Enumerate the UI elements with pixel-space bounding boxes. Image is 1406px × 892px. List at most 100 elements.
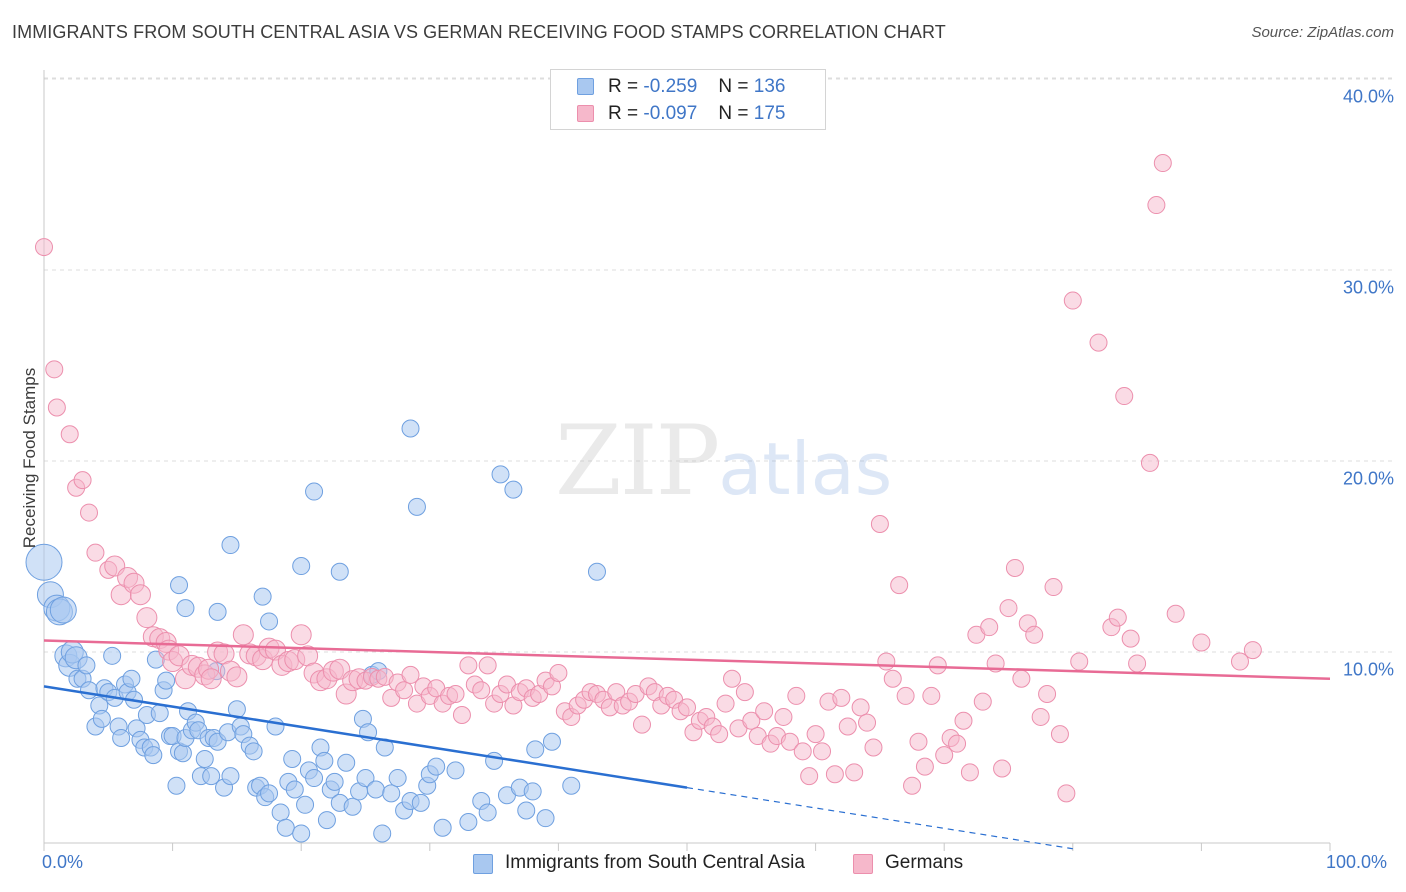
data-point-germans [800,767,819,786]
data-point-germans [787,686,806,705]
legend-label-south-central-asia: Immigrants from South Central Asia [505,852,805,873]
data-point-south-central-asia [80,681,99,700]
watermark-zip: ZIP [555,405,720,517]
data-point-germans [1038,685,1057,704]
data-point-germans [1128,654,1147,673]
data-point-germans [200,668,222,690]
data-point-germans [742,711,761,730]
data-point-south-central-asia [315,751,334,770]
data-point-germans [858,713,877,732]
trend-line-extension-south-central-asia [686,787,1073,850]
data-point-south-central-asia [366,780,385,799]
data-point-south-central-asia [167,776,186,795]
data-point-germans [883,669,902,688]
data-point-germans [1166,604,1185,623]
data-point-germans [870,515,889,534]
data-point-south-central-asia [459,812,478,831]
data-point-south-central-asia [176,599,195,618]
data-point-germans [838,717,857,736]
data-point-south-central-asia [478,803,497,822]
data-point-germans [806,725,825,744]
data-point-south-central-asia [49,596,77,624]
legend-n-label: N = [718,76,749,97]
data-point-germans [136,607,158,629]
data-point-germans [452,706,471,725]
data-point-germans [129,584,151,606]
data-point-germans [1140,453,1159,472]
data-point-south-central-asia [305,769,324,788]
data-point-germans [780,732,799,751]
data-point-south-central-asia [173,744,192,763]
data-point-germans [928,656,947,675]
data-point-germans [459,656,478,675]
series-germans [35,154,1262,803]
data-point-germans [851,698,870,717]
data-point-south-central-asia [103,646,122,665]
data-point-germans [896,686,915,705]
chart-source: Source: ZipAtlas.com [1251,24,1394,41]
data-point-germans [1012,669,1031,688]
data-point-germans [226,666,248,688]
data-point-south-central-asia [485,751,504,770]
series-south-central-asia [25,419,606,843]
data-point-south-central-asia [587,562,606,581]
y-tick-label-40: 40.0% [1342,86,1394,107]
data-point-south-central-asia [244,742,263,761]
data-point-germans [632,715,651,734]
data-point-south-central-asia [536,809,555,828]
data-point-south-central-asia [305,482,324,501]
data-point-south-central-asia [427,757,446,776]
legend-r-label: R = [608,76,639,97]
data-point-south-central-asia [523,782,542,801]
data-point-germans [903,776,922,795]
data-point-south-central-asia [253,587,272,606]
data-point-south-central-asia [122,669,141,688]
data-point-south-central-asia [407,497,426,516]
data-point-germans [1063,291,1082,310]
data-point-germans [909,732,928,751]
data-point-germans [877,652,896,671]
legend-r-label: R = [608,103,639,124]
data-point-germans [401,665,420,684]
data-point-germans [960,763,979,782]
data-point-south-central-asia [260,612,279,631]
data-point-germans [35,238,53,257]
data-point-south-central-asia [401,419,420,438]
data-point-south-central-asia [517,801,536,820]
legend-swatch-blue [473,854,493,874]
data-point-south-central-asia [433,818,452,837]
data-point-germans [845,763,864,782]
data-point-germans [935,746,954,765]
data-point-south-central-asia [208,602,227,621]
y-tick-label-20: 20.0% [1342,468,1394,489]
data-point-south-central-asia [266,717,285,736]
data-point-germans [1192,633,1211,652]
data-point-germans [735,683,754,702]
data-point-germans [1230,652,1249,671]
data-point-south-central-asia [285,780,304,799]
data-point-germans [793,742,812,761]
data-point-south-central-asia [157,671,176,690]
data-point-germans [290,624,312,646]
data-point-south-central-asia [388,769,407,788]
data-point-germans [813,742,832,761]
data-point-germans [1147,196,1166,215]
data-point-germans [395,681,414,700]
data-point-germans [1121,629,1140,648]
grid-lines [44,77,1394,653]
data-point-germans [472,681,491,700]
data-point-south-central-asia [325,772,344,791]
data-point-germans [1025,625,1044,644]
trend-lines [43,639,1331,850]
data-point-germans [999,599,1018,618]
y-axis-label: Receiving Food Stamps [20,367,39,549]
data-point-germans [973,692,992,711]
data-point-germans [478,656,497,675]
data-point-germans [86,543,105,562]
data-point-germans [446,685,465,704]
data-point-germans [232,624,254,646]
data-point-south-central-asia [526,740,545,759]
data-point-germans [1153,154,1172,173]
data-point-south-central-asia [77,656,96,675]
data-point-germans [45,360,64,379]
